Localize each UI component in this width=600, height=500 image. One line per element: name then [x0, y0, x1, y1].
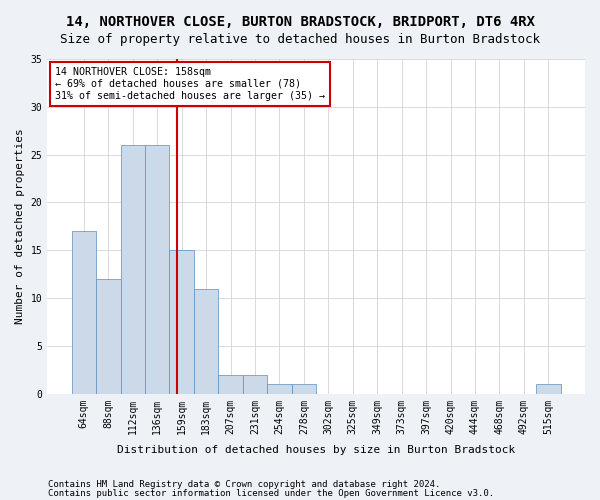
Bar [292, 384, 316, 394]
Bar [96, 279, 121, 394]
Bar [218, 374, 243, 394]
Bar [536, 384, 560, 394]
Bar [145, 145, 169, 394]
X-axis label: Distribution of detached houses by size in Burton Bradstock: Distribution of detached houses by size … [117, 445, 515, 455]
Text: Contains public sector information licensed under the Open Government Licence v3: Contains public sector information licen… [48, 488, 494, 498]
Text: Contains HM Land Registry data © Crown copyright and database right 2024.: Contains HM Land Registry data © Crown c… [48, 480, 440, 489]
Bar [169, 250, 194, 394]
Text: 14 NORTHOVER CLOSE: 158sqm
← 69% of detached houses are smaller (78)
31% of semi: 14 NORTHOVER CLOSE: 158sqm ← 69% of deta… [55, 68, 325, 100]
Bar [267, 384, 292, 394]
Y-axis label: Number of detached properties: Number of detached properties [15, 128, 25, 324]
Bar [243, 374, 267, 394]
Bar [121, 145, 145, 394]
Bar [71, 231, 96, 394]
Text: 14, NORTHOVER CLOSE, BURTON BRADSTOCK, BRIDPORT, DT6 4RX: 14, NORTHOVER CLOSE, BURTON BRADSTOCK, B… [65, 15, 535, 29]
Text: Size of property relative to detached houses in Burton Bradstock: Size of property relative to detached ho… [60, 32, 540, 46]
Bar [194, 288, 218, 394]
